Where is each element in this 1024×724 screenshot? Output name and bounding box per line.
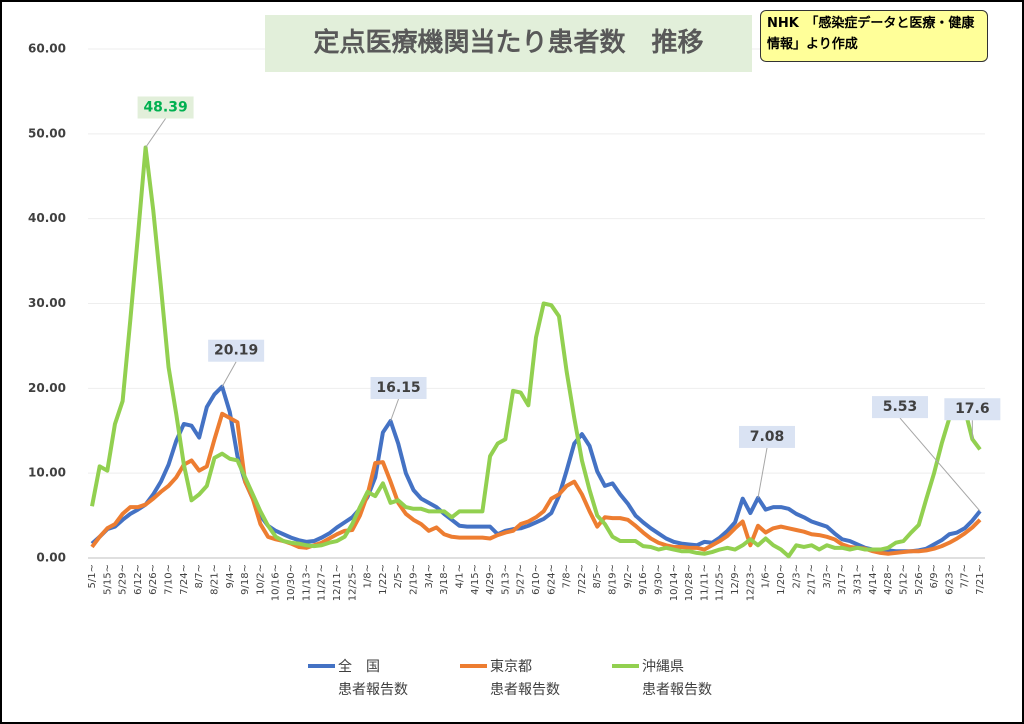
y-tick-label: 40.00 bbox=[28, 211, 66, 225]
x-tick-label: 4/29~ bbox=[485, 564, 496, 595]
data-label: 17.6 bbox=[955, 401, 990, 417]
data-label-box bbox=[370, 376, 427, 399]
x-tick-label: 7/22~ bbox=[577, 564, 588, 595]
x-tick-label: 7/8~ bbox=[562, 564, 573, 588]
y-tick-label: 60.00 bbox=[28, 42, 66, 56]
x-tick-label: 5/27~ bbox=[516, 564, 527, 595]
x-tick-label: 7/10~ bbox=[164, 564, 175, 595]
x-tick-label: 12/9~ bbox=[730, 564, 741, 595]
x-tick-label: 10/16~ bbox=[271, 564, 282, 601]
x-tick-label: 2/3~ bbox=[791, 564, 802, 588]
data-label: 5.53 bbox=[883, 399, 918, 415]
y-tick-label: 50.00 bbox=[28, 126, 66, 140]
x-tick-label: 10/28~ bbox=[684, 564, 695, 601]
data-label: 48.39 bbox=[143, 99, 187, 115]
x-tick-label: 1/22~ bbox=[378, 564, 389, 595]
leader-line bbox=[390, 398, 400, 422]
x-tick-label: 5/13~ bbox=[500, 564, 511, 595]
x-tick-label: 8/21~ bbox=[209, 564, 220, 595]
data-label-box bbox=[137, 96, 194, 119]
x-tick-label: 9/18~ bbox=[240, 564, 251, 595]
x-tick-label: 11/27~ bbox=[317, 564, 328, 601]
x-tick-label: 11/25~ bbox=[715, 564, 726, 601]
y-tick-label: 10.00 bbox=[28, 466, 66, 480]
x-tick-label: 8/5~ bbox=[592, 564, 603, 588]
x-tick-label: 6/26~ bbox=[148, 564, 159, 595]
x-tick-label: 10/30~ bbox=[286, 564, 297, 601]
x-tick-label: 10/14~ bbox=[669, 564, 680, 601]
x-tick-label: 9/30~ bbox=[653, 564, 664, 595]
x-tick-label: 9/2~ bbox=[623, 564, 634, 588]
legend-label: 沖縄県 患者報告数 bbox=[642, 659, 712, 698]
x-tick-label: 6/9~ bbox=[929, 564, 940, 588]
x-tick-label: 4/1~ bbox=[454, 564, 465, 588]
x-tick-label: 5/26~ bbox=[914, 564, 925, 595]
y-tick-label: 30.00 bbox=[28, 296, 66, 310]
x-tick-label: 11/13~ bbox=[301, 564, 312, 601]
data-label-box bbox=[872, 396, 928, 419]
x-tick-label: 1/6~ bbox=[761, 564, 772, 588]
data-label-box bbox=[208, 339, 265, 362]
data-label-box bbox=[944, 398, 1001, 421]
x-tick-label: 2/19~ bbox=[409, 564, 420, 595]
x-tick-label: 2/5~ bbox=[393, 564, 404, 588]
legend-label: 東京都 患者報告数 bbox=[490, 659, 560, 698]
x-tick-label: 7/24~ bbox=[179, 564, 190, 595]
x-tick-label: 5/12~ bbox=[898, 564, 909, 595]
x-tick-label: 10/2~ bbox=[255, 564, 266, 595]
x-tick-label: 12/11~ bbox=[332, 564, 343, 601]
x-tick-label: 4/28~ bbox=[883, 564, 894, 595]
x-tick-label: 5/15~ bbox=[102, 564, 113, 595]
x-tick-label: 6/12~ bbox=[133, 564, 144, 595]
x-tick-label: 2/17~ bbox=[807, 564, 818, 595]
x-tick-label: 6/23~ bbox=[944, 564, 955, 595]
x-tick-label: 3/3~ bbox=[822, 564, 833, 588]
data-label: 7.08 bbox=[750, 429, 785, 445]
x-tick-label: 4/14~ bbox=[868, 564, 879, 595]
x-tick-label: 3/17~ bbox=[837, 564, 848, 595]
leader-line bbox=[221, 361, 237, 387]
x-tick-label: 8/7~ bbox=[194, 564, 205, 588]
y-tick-label: 0.00 bbox=[36, 551, 66, 565]
y-tick-label: 20.00 bbox=[28, 381, 66, 395]
x-tick-label: 9/16~ bbox=[638, 564, 649, 595]
x-tick-label: 12/25~ bbox=[347, 564, 358, 601]
x-tick-label: 8/19~ bbox=[608, 564, 619, 595]
x-tick-label: 6/10~ bbox=[531, 564, 542, 595]
x-tick-label: 7/21~ bbox=[975, 564, 986, 595]
x-tick-label: 4/15~ bbox=[470, 564, 481, 595]
chart-title: 定点医療機関当たり患者数 推移 bbox=[265, 15, 752, 72]
series-line bbox=[90, 145, 982, 559]
x-tick-label: 12/23~ bbox=[745, 564, 756, 601]
leader-line bbox=[145, 118, 166, 148]
series-line bbox=[90, 384, 982, 554]
x-tick-label: 6/24~ bbox=[546, 564, 557, 595]
source-note: NHK 「感染症データと医療・健康情報」より作成 bbox=[760, 10, 988, 62]
x-tick-label: 5/1~ bbox=[87, 564, 98, 588]
data-label: 16.15 bbox=[376, 380, 420, 396]
leader-line bbox=[757, 447, 768, 499]
x-tick-label: 9/4~ bbox=[225, 564, 236, 588]
series-line bbox=[90, 411, 982, 556]
x-tick-label: 3/4~ bbox=[424, 564, 435, 588]
x-tick-label: 7/7~ bbox=[960, 564, 971, 588]
x-tick-label: 1/20~ bbox=[776, 564, 787, 595]
data-label-box bbox=[739, 425, 795, 448]
x-tick-label: 1/8~ bbox=[363, 564, 374, 588]
legend-label: 全 国 患者報告数 bbox=[338, 659, 408, 698]
data-label: 20.19 bbox=[214, 343, 258, 359]
x-tick-label: 5/29~ bbox=[118, 564, 129, 595]
x-tick-label: 3/31~ bbox=[853, 564, 864, 595]
leader-line bbox=[899, 417, 981, 512]
x-tick-label: 3/18~ bbox=[439, 564, 450, 595]
x-tick-label: 11/11~ bbox=[699, 564, 710, 601]
